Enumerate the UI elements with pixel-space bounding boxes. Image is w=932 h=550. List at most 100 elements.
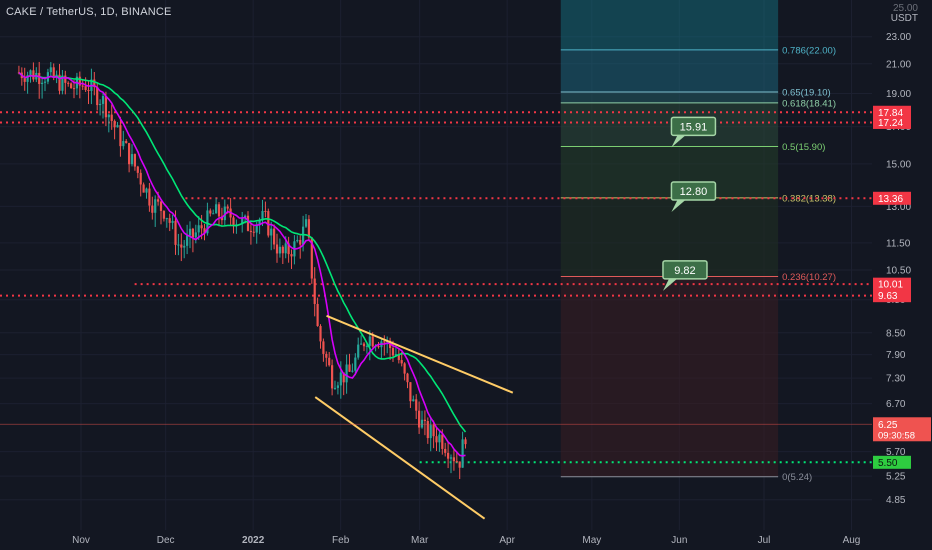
candle-down <box>203 228 206 234</box>
candle-up <box>215 204 218 214</box>
price-tick-label: 15.00 <box>886 159 911 170</box>
candle-up <box>420 419 424 428</box>
candle-up <box>278 246 282 254</box>
candle-up <box>197 225 200 233</box>
candle-down <box>391 348 395 356</box>
target-price-label: 15.91 <box>680 121 708 133</box>
candle-up <box>438 434 441 443</box>
price-level-badge <box>873 105 911 119</box>
current-price-badge <box>873 417 931 442</box>
candle-up <box>296 239 299 242</box>
current-price-label: 6.25 <box>878 420 898 431</box>
candle-down <box>383 341 386 343</box>
candle-down <box>281 246 284 254</box>
candle-up <box>270 228 273 236</box>
candle-up <box>61 75 64 91</box>
candle-down <box>64 75 67 83</box>
candle-down <box>299 239 302 245</box>
candle-up <box>223 206 226 221</box>
candle-down <box>81 85 84 87</box>
candle-up <box>101 95 105 104</box>
price-tick-label: 7.90 <box>886 350 906 361</box>
candle-down <box>406 373 409 383</box>
candle-down <box>23 78 26 82</box>
candle-down <box>322 341 325 354</box>
candle-up <box>145 188 148 193</box>
candle-up <box>212 213 215 215</box>
candle-down <box>139 172 142 185</box>
time-tick-label: Dec <box>157 535 175 546</box>
candle-up <box>336 385 340 388</box>
time-tick-label: Jul <box>758 535 771 546</box>
candle-down <box>325 353 328 358</box>
candle-down <box>377 345 380 348</box>
time-tick-label: Jun <box>671 535 687 546</box>
candle-down <box>180 244 183 248</box>
candle-up <box>302 226 305 245</box>
candle-down <box>151 205 154 213</box>
candle-up <box>368 336 371 346</box>
time-tick-label: Feb <box>332 535 350 546</box>
currency-unit: USDT <box>890 13 918 24</box>
axis-top-partial-label: 25.00 <box>892 3 918 14</box>
target-callout-pointer <box>662 278 677 291</box>
candle-down <box>136 166 139 173</box>
candle-down <box>328 357 331 366</box>
candle-up <box>360 343 363 345</box>
price-tick-label: 5.25 <box>886 472 906 483</box>
price-tick-label: 19.00 <box>886 89 911 100</box>
candle-down <box>313 278 316 304</box>
fib-label: 0.618(18.41) <box>782 98 836 109</box>
candle-down <box>348 364 351 372</box>
candle-down <box>441 434 444 449</box>
candle-down <box>426 421 429 439</box>
candle-down <box>159 201 163 211</box>
time-tick-label: Aug <box>843 535 861 546</box>
candle-down <box>447 452 450 459</box>
candle-down <box>452 457 456 462</box>
candle-up <box>394 354 398 356</box>
candle-up <box>186 235 189 246</box>
candle-down <box>191 228 195 238</box>
candle-up <box>354 357 357 371</box>
candle-down <box>252 231 255 233</box>
candle-down <box>162 210 166 219</box>
price-tick-label: 8.50 <box>886 328 906 339</box>
candle-up <box>345 364 348 383</box>
countdown-label: 09:30:58 <box>878 430 915 441</box>
candle-down <box>104 95 108 118</box>
candle-up <box>304 219 308 227</box>
candle-down <box>423 419 427 422</box>
candle-down <box>432 425 435 437</box>
price-level-badge-label: 13.36 <box>878 194 903 205</box>
fib-zone-mid <box>560 102 779 147</box>
time-axis-background <box>0 530 872 550</box>
wedge-upper-line <box>326 314 514 394</box>
candle-up <box>171 220 174 223</box>
fib-label: 0(5.24) <box>782 472 812 483</box>
fib-label: 0.786(22.00) <box>782 45 836 56</box>
candle-down <box>455 461 458 463</box>
target-callout-box <box>670 181 717 201</box>
candle-down <box>133 154 137 167</box>
candle-up <box>284 243 287 254</box>
target-callout-box <box>670 116 717 137</box>
candle-down <box>290 254 293 257</box>
candle-down <box>119 125 122 147</box>
candle-up <box>43 81 47 83</box>
price-tick-label: 4.85 <box>886 495 906 506</box>
candle-down <box>113 120 116 128</box>
candle-up <box>41 82 44 85</box>
candle-up <box>206 210 209 234</box>
price-level-badge-label: 10.01 <box>878 280 903 291</box>
fib-zone-upper <box>560 49 779 92</box>
fib-zone-golden <box>560 91 779 103</box>
price-level-badge <box>873 115 911 129</box>
candle-up <box>177 244 180 246</box>
symbol-title: CAKE / TetherUS, 1D, BINANCE <box>6 6 172 18</box>
candle-down <box>403 363 406 374</box>
candle-up <box>351 370 354 372</box>
candle-down <box>464 439 467 445</box>
candle-up <box>244 215 247 218</box>
